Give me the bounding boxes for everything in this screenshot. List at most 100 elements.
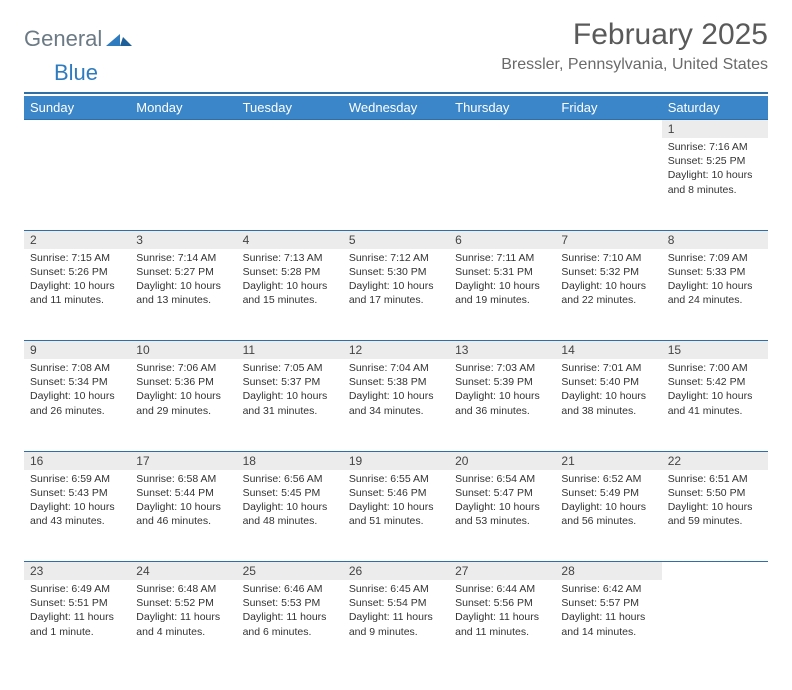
- daylight-text: Daylight: 10 hours and 48 minutes.: [243, 500, 337, 528]
- sunrise-text: Sunrise: 7:04 AM: [349, 361, 443, 375]
- day-body-cell: Sunrise: 7:09 AMSunset: 5:33 PMDaylight:…: [662, 249, 768, 341]
- day-body-cell: Sunrise: 7:13 AMSunset: 5:28 PMDaylight:…: [237, 249, 343, 341]
- sunset-text: Sunset: 5:38 PM: [349, 375, 443, 389]
- day-details: Sunrise: 7:15 AMSunset: 5:26 PMDaylight:…: [24, 249, 130, 314]
- day-details: Sunrise: 6:46 AMSunset: 5:53 PMDaylight:…: [237, 580, 343, 645]
- daylight-text: Daylight: 10 hours and 19 minutes.: [455, 279, 549, 307]
- daylight-text: Daylight: 10 hours and 59 minutes.: [668, 500, 762, 528]
- day-number: 14: [555, 341, 661, 359]
- daylight-text: Daylight: 10 hours and 34 minutes.: [349, 389, 443, 417]
- sunset-text: Sunset: 5:57 PM: [561, 596, 655, 610]
- daylight-text: Daylight: 11 hours and 14 minutes.: [561, 610, 655, 638]
- day-number: 11: [237, 341, 343, 359]
- sunrise-text: Sunrise: 6:45 AM: [349, 582, 443, 596]
- sunrise-text: Sunrise: 7:11 AM: [455, 251, 549, 265]
- day-details: Sunrise: 6:54 AMSunset: 5:47 PMDaylight:…: [449, 470, 555, 535]
- day-body-cell: [555, 138, 661, 230]
- day-number-cell: 2: [24, 230, 130, 249]
- sunset-text: Sunset: 5:30 PM: [349, 265, 443, 279]
- day-body-cell: [130, 138, 236, 230]
- day-number-cell: 10: [130, 341, 236, 360]
- day-number: 25: [237, 562, 343, 580]
- sunrise-text: Sunrise: 6:49 AM: [30, 582, 124, 596]
- day-details: Sunrise: 6:42 AMSunset: 5:57 PMDaylight:…: [555, 580, 661, 645]
- day-body-cell: Sunrise: 6:49 AMSunset: 5:51 PMDaylight:…: [24, 580, 130, 672]
- sunrise-text: Sunrise: 7:06 AM: [136, 361, 230, 375]
- title-block: February 2025 Bressler, Pennsylvania, Un…: [501, 18, 768, 74]
- sunrise-text: Sunrise: 6:59 AM: [30, 472, 124, 486]
- day-body-cell: Sunrise: 6:48 AMSunset: 5:52 PMDaylight:…: [130, 580, 236, 672]
- day-details: Sunrise: 6:55 AMSunset: 5:46 PMDaylight:…: [343, 470, 449, 535]
- day-number-cell: 26: [343, 562, 449, 581]
- day-number: 21: [555, 452, 661, 470]
- day-details: Sunrise: 7:11 AMSunset: 5:31 PMDaylight:…: [449, 249, 555, 314]
- day-number: 17: [130, 452, 236, 470]
- day-details: Sunrise: 7:01 AMSunset: 5:40 PMDaylight:…: [555, 359, 661, 424]
- day-body-cell: Sunrise: 7:04 AMSunset: 5:38 PMDaylight:…: [343, 359, 449, 451]
- location: Bressler, Pennsylvania, United States: [501, 56, 768, 74]
- weekday-header: Sunday: [24, 96, 130, 120]
- day-number-cell: 5: [343, 230, 449, 249]
- weekday-header: Tuesday: [237, 96, 343, 120]
- brand-mark-icon: [106, 28, 132, 51]
- day-details: Sunrise: 7:14 AMSunset: 5:27 PMDaylight:…: [130, 249, 236, 314]
- daylight-text: Daylight: 10 hours and 43 minutes.: [30, 500, 124, 528]
- sunrise-text: Sunrise: 6:54 AM: [455, 472, 549, 486]
- day-body-cell: Sunrise: 7:08 AMSunset: 5:34 PMDaylight:…: [24, 359, 130, 451]
- sunset-text: Sunset: 5:51 PM: [30, 596, 124, 610]
- day-body-cell: Sunrise: 7:15 AMSunset: 5:26 PMDaylight:…: [24, 249, 130, 341]
- sunrise-text: Sunrise: 7:00 AM: [668, 361, 762, 375]
- day-number-cell: 7: [555, 230, 661, 249]
- brand-part1: General: [24, 26, 102, 52]
- day-body-cell: Sunrise: 6:45 AMSunset: 5:54 PMDaylight:…: [343, 580, 449, 672]
- daylight-text: Daylight: 10 hours and 31 minutes.: [243, 389, 337, 417]
- day-details: Sunrise: 7:10 AMSunset: 5:32 PMDaylight:…: [555, 249, 661, 314]
- sunrise-text: Sunrise: 6:51 AM: [668, 472, 762, 486]
- day-number-cell: 13: [449, 341, 555, 360]
- day-number: 24: [130, 562, 236, 580]
- day-body-cell: Sunrise: 7:16 AMSunset: 5:25 PMDaylight:…: [662, 138, 768, 230]
- day-number-cell: 4: [237, 230, 343, 249]
- sunset-text: Sunset: 5:40 PM: [561, 375, 655, 389]
- daylight-text: Daylight: 10 hours and 11 minutes.: [30, 279, 124, 307]
- day-body-cell: Sunrise: 6:44 AMSunset: 5:56 PMDaylight:…: [449, 580, 555, 672]
- day-number: 8: [662, 231, 768, 249]
- sunset-text: Sunset: 5:49 PM: [561, 486, 655, 500]
- daylight-text: Daylight: 10 hours and 24 minutes.: [668, 279, 762, 307]
- day-details: Sunrise: 6:45 AMSunset: 5:54 PMDaylight:…: [343, 580, 449, 645]
- day-number-cell: [449, 120, 555, 139]
- day-number: 22: [662, 452, 768, 470]
- day-body-cell: Sunrise: 6:59 AMSunset: 5:43 PMDaylight:…: [24, 470, 130, 562]
- day-number: 18: [237, 452, 343, 470]
- day-number-cell: 27: [449, 562, 555, 581]
- day-number-cell: 19: [343, 451, 449, 470]
- day-details: Sunrise: 7:03 AMSunset: 5:39 PMDaylight:…: [449, 359, 555, 424]
- sunrise-text: Sunrise: 6:46 AM: [243, 582, 337, 596]
- day-details: Sunrise: 6:51 AMSunset: 5:50 PMDaylight:…: [662, 470, 768, 535]
- day-number-cell: 6: [449, 230, 555, 249]
- sunrise-text: Sunrise: 7:13 AM: [243, 251, 337, 265]
- sunrise-text: Sunrise: 6:42 AM: [561, 582, 655, 596]
- sunset-text: Sunset: 5:33 PM: [668, 265, 762, 279]
- sunset-text: Sunset: 5:52 PM: [136, 596, 230, 610]
- daylight-text: Daylight: 11 hours and 11 minutes.: [455, 610, 549, 638]
- day-number-cell: 1: [662, 120, 768, 139]
- daylight-text: Daylight: 10 hours and 29 minutes.: [136, 389, 230, 417]
- day-number: 3: [130, 231, 236, 249]
- sunset-text: Sunset: 5:54 PM: [349, 596, 443, 610]
- calendar-page: General February 2025 Bressler, Pennsylv…: [0, 0, 792, 690]
- day-details: Sunrise: 7:06 AMSunset: 5:36 PMDaylight:…: [130, 359, 236, 424]
- sunset-text: Sunset: 5:36 PM: [136, 375, 230, 389]
- sunset-text: Sunset: 5:28 PM: [243, 265, 337, 279]
- sunset-text: Sunset: 5:25 PM: [668, 154, 762, 168]
- daylight-text: Daylight: 10 hours and 53 minutes.: [455, 500, 549, 528]
- weekday-header: Monday: [130, 96, 236, 120]
- weekday-header: Wednesday: [343, 96, 449, 120]
- day-number-cell: 16: [24, 451, 130, 470]
- daylight-text: Daylight: 11 hours and 6 minutes.: [243, 610, 337, 638]
- day-body-cell: Sunrise: 6:42 AMSunset: 5:57 PMDaylight:…: [555, 580, 661, 672]
- day-number-cell: [237, 120, 343, 139]
- day-details: Sunrise: 7:13 AMSunset: 5:28 PMDaylight:…: [237, 249, 343, 314]
- day-details: Sunrise: 6:59 AMSunset: 5:43 PMDaylight:…: [24, 470, 130, 535]
- day-body-cell: Sunrise: 7:06 AMSunset: 5:36 PMDaylight:…: [130, 359, 236, 451]
